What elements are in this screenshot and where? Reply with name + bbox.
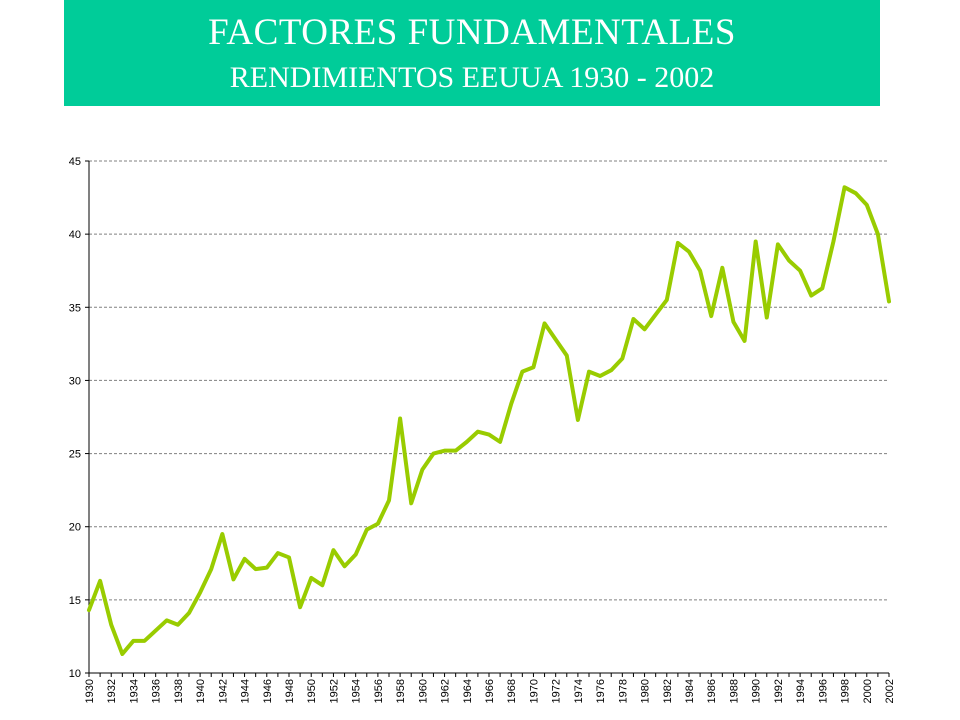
x-tick-label-1930: 1930 <box>84 679 96 703</box>
slide-subtitle: RENDIMIENTOS EEUUA 1930 - 2002 <box>229 61 715 94</box>
x-tick-label-1962: 1962 <box>440 679 452 703</box>
y-tick-label-20: 20 <box>69 522 81 534</box>
x-tick-label-1978: 1978 <box>617 679 629 703</box>
x-tick-label-1982: 1982 <box>662 679 674 703</box>
x-tick-label-1990: 1990 <box>751 679 763 703</box>
x-tick-label-1940: 1940 <box>195 679 207 703</box>
x-tick-label-1998: 1998 <box>840 679 852 703</box>
y-tick-label-15: 15 <box>69 595 81 607</box>
slide-title: FACTORES FUNDAMENTALES <box>208 12 736 53</box>
x-tick-label-1952: 1952 <box>328 679 340 703</box>
x-tick-label-1972: 1972 <box>551 679 563 703</box>
x-tick-label-1980: 1980 <box>640 679 652 703</box>
x-tick-label-1996: 1996 <box>817 679 829 703</box>
x-tick-label-1994: 1994 <box>795 679 807 703</box>
x-tick-label-1934: 1934 <box>128 679 140 703</box>
x-tick-label-1964: 1964 <box>462 679 474 703</box>
y-tick-label-30: 30 <box>69 375 81 387</box>
x-tick-label-1956: 1956 <box>373 679 385 703</box>
x-tick-label-1946: 1946 <box>262 679 274 703</box>
x-tick-label-1984: 1984 <box>684 679 696 703</box>
title-banner: FACTORES FUNDAMENTALES RENDIMIENTOS EEUU… <box>64 0 880 106</box>
x-tick-label-1936: 1936 <box>151 679 163 703</box>
x-tick-label-1944: 1944 <box>240 679 252 703</box>
x-tick-label-1932: 1932 <box>106 679 118 703</box>
x-tick-label-1974: 1974 <box>573 679 585 703</box>
x-tick-label-1968: 1968 <box>506 679 518 703</box>
x-tick-label-1966: 1966 <box>484 679 496 703</box>
x-tick-label-1958: 1958 <box>395 679 407 703</box>
x-tick-label-1976: 1976 <box>595 679 607 703</box>
series-line <box>87 185 891 656</box>
x-tick-label-1938: 1938 <box>173 679 185 703</box>
x-tick-label-1942: 1942 <box>217 679 229 703</box>
y-tick-label-40: 40 <box>69 229 81 241</box>
x-tick-label-1948: 1948 <box>284 679 296 703</box>
y-tick-label-45: 45 <box>69 156 81 168</box>
x-tick-label-1970: 1970 <box>528 679 540 703</box>
y-tick-label-10: 10 <box>69 668 81 680</box>
y-tick-label-35: 35 <box>69 302 81 314</box>
y-tick-label-25: 25 <box>69 449 81 461</box>
x-tick-label-1954: 1954 <box>351 679 363 703</box>
x-tick-label-1988: 1988 <box>728 679 740 703</box>
x-tick-label-1986: 1986 <box>706 679 718 703</box>
x-tick-label-1960: 1960 <box>417 679 429 703</box>
x-tick-label-2000: 2000 <box>862 679 874 703</box>
x-tick-label-1992: 1992 <box>773 679 785 703</box>
x-tick-label-1950: 1950 <box>306 679 318 703</box>
x-tick-label-2002: 2002 <box>884 679 896 703</box>
